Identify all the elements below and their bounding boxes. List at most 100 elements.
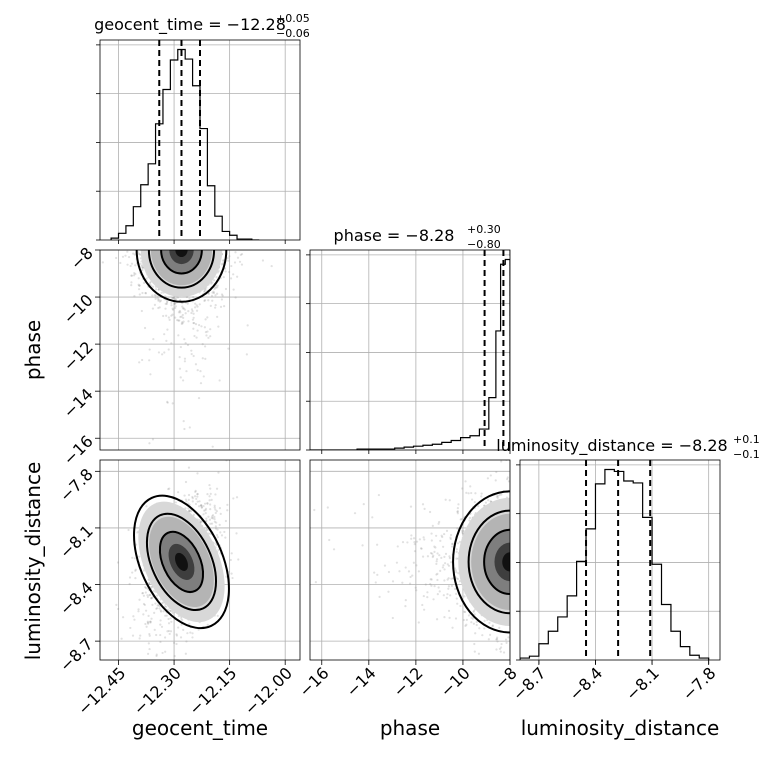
sample-point <box>213 518 216 521</box>
sample-point <box>456 510 459 513</box>
sample-point <box>332 548 336 551</box>
histogram-geocent-time <box>110 48 260 240</box>
sample-point <box>326 506 329 509</box>
sample-point <box>163 351 166 354</box>
sample-point <box>407 570 411 573</box>
sample-point <box>465 623 468 626</box>
sample-point <box>362 503 365 506</box>
ytick-label-phase: −14 <box>60 385 97 422</box>
sample-point <box>429 551 433 555</box>
sample-point <box>207 515 210 518</box>
sample-point <box>214 508 217 511</box>
sample-point <box>174 316 177 319</box>
sample-point <box>447 585 451 588</box>
sample-point <box>220 293 224 296</box>
sample-point <box>215 521 218 524</box>
sample-point <box>167 622 171 625</box>
sample-point <box>353 512 357 515</box>
xtick-label-luminosity-distance: −7.8 <box>679 663 720 704</box>
xtick-label-geocent-time: −12.15 <box>185 663 240 718</box>
sample-point <box>182 316 185 319</box>
sample-point <box>473 501 476 504</box>
sample-point <box>194 302 197 305</box>
sample-point <box>246 324 249 327</box>
sample-point <box>443 555 446 558</box>
sample-point <box>224 536 227 539</box>
sample-point <box>211 299 214 302</box>
sample-point <box>174 501 177 504</box>
contour-line <box>158 530 205 593</box>
sample-point <box>491 624 494 627</box>
sample-point <box>141 266 144 269</box>
sample-point <box>144 586 148 590</box>
sample-point <box>467 492 470 495</box>
sample-point <box>496 636 499 639</box>
sample-point <box>445 596 448 599</box>
sample-point <box>156 297 159 300</box>
sample-point <box>195 304 198 307</box>
sample-point <box>401 541 405 544</box>
sample-point <box>231 576 234 580</box>
sample-point <box>216 528 219 531</box>
sample-point <box>446 593 449 596</box>
sample-point <box>214 493 217 496</box>
sample-point <box>238 260 242 263</box>
sample-point <box>443 568 446 571</box>
sample-point <box>458 540 462 543</box>
sample-point <box>468 516 472 520</box>
sample-point <box>209 522 212 525</box>
sample-point <box>456 542 460 545</box>
ytick-label-phase: −8 <box>67 243 97 273</box>
sample-point <box>481 634 484 637</box>
sample-point <box>137 277 140 280</box>
sample-point <box>504 638 508 641</box>
sample-point <box>240 263 244 266</box>
sample-point <box>180 623 183 626</box>
sample-point <box>174 297 178 301</box>
xtick-label-phase: −16 <box>295 663 332 700</box>
sample-point <box>226 503 229 506</box>
sample-point <box>188 622 191 625</box>
sample-point <box>148 634 151 637</box>
sample-point <box>195 309 199 312</box>
sample-point <box>443 579 446 582</box>
sample-point <box>196 305 199 308</box>
sample-point <box>423 608 426 611</box>
sample-point <box>154 288 158 291</box>
sample-point <box>177 334 180 337</box>
sample-point <box>470 616 473 619</box>
sample-point <box>371 516 374 519</box>
sample-point <box>185 500 188 503</box>
sample-point <box>144 609 148 612</box>
sample-point <box>463 610 466 613</box>
sample-point <box>177 311 181 314</box>
sample-point <box>165 314 168 317</box>
sample-point <box>217 471 220 474</box>
sample-point <box>206 502 209 505</box>
sample-point <box>148 281 152 285</box>
sample-point <box>197 505 201 508</box>
sample-point <box>214 304 217 307</box>
sample-point <box>211 281 214 284</box>
sample-point <box>207 299 210 302</box>
sample-point <box>196 495 199 498</box>
sample-point <box>477 505 480 508</box>
sample-point <box>469 485 472 488</box>
frame-geocent-time-vs-phase <box>99 249 301 451</box>
sample-point <box>132 274 136 277</box>
frame-geocent-time-vs-luminosity-distance <box>99 459 301 661</box>
sample-point <box>414 586 417 589</box>
sample-point <box>128 582 131 586</box>
sample-point <box>410 534 413 537</box>
sample-point <box>440 534 443 537</box>
sample-point <box>226 256 230 260</box>
sample-point <box>190 352 193 356</box>
xtick-label-geocent-time: −12.00 <box>241 663 296 718</box>
sample-point <box>200 504 203 507</box>
sample-point <box>180 315 183 318</box>
sample-point <box>150 597 153 600</box>
sample-point <box>157 299 160 302</box>
sample-point <box>409 575 412 579</box>
sample-point <box>204 318 207 321</box>
